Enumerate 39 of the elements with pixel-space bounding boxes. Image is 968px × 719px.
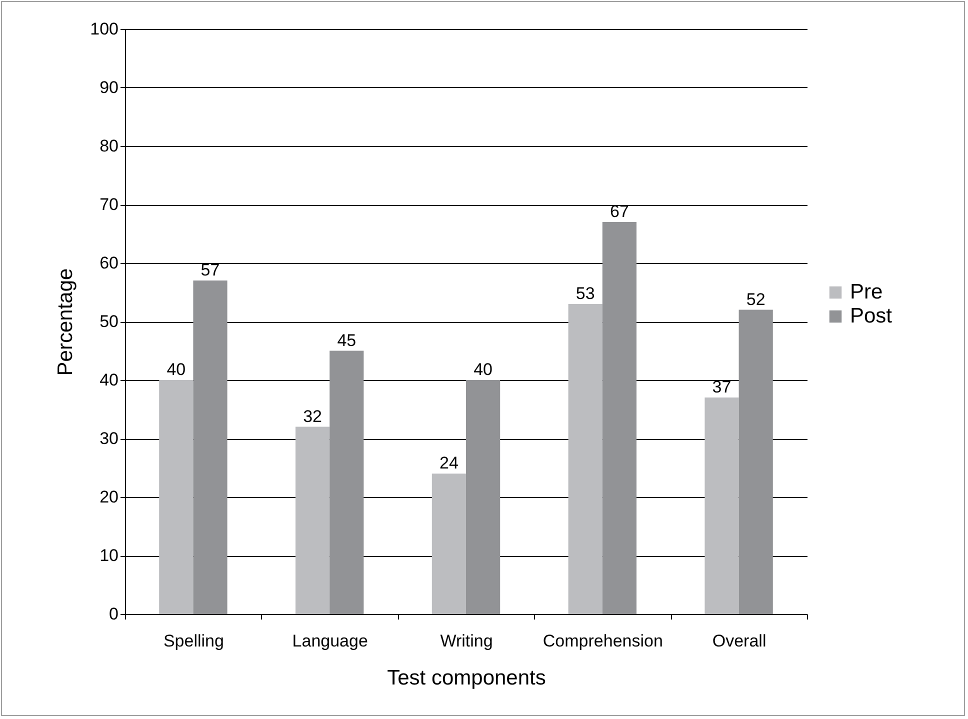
y-axis-title: Percentage xyxy=(54,268,78,376)
bar xyxy=(193,280,228,614)
y-tick-label: 60 xyxy=(100,254,118,272)
data-label: 24 xyxy=(439,454,458,473)
bar xyxy=(704,398,739,614)
x-tick-label: Language xyxy=(292,632,368,650)
data-label: 32 xyxy=(303,406,322,426)
bar xyxy=(159,380,194,614)
bar xyxy=(602,222,636,614)
bar xyxy=(432,474,466,614)
y-tick-label: 50 xyxy=(100,312,118,331)
bar xyxy=(296,426,330,614)
x-axis-title: Test components xyxy=(387,666,546,690)
data-label: 53 xyxy=(576,284,595,303)
data-label: 52 xyxy=(746,290,766,309)
bar xyxy=(738,310,773,614)
data-label: 37 xyxy=(712,378,732,397)
y-tick-label: 0 xyxy=(109,604,118,624)
bar xyxy=(466,380,500,614)
data-label: 40 xyxy=(166,360,186,379)
y-tick-label: 30 xyxy=(100,429,118,448)
data-label: 57 xyxy=(200,260,220,280)
y-tick-label: 20 xyxy=(100,488,118,506)
x-tick-label: Writing xyxy=(440,632,493,650)
data-label: 40 xyxy=(474,360,493,379)
y-tick-label: 100 xyxy=(90,20,118,38)
bar xyxy=(330,350,364,614)
data-label: 45 xyxy=(337,330,356,350)
x-tick-label: Overall xyxy=(712,632,766,650)
y-tick-label: 40 xyxy=(100,370,118,390)
y-tick-label: 90 xyxy=(100,78,118,97)
bar xyxy=(568,304,602,614)
y-tick-label: 10 xyxy=(100,546,118,565)
x-tick-label: Spelling xyxy=(163,632,224,650)
legend-label: Post xyxy=(850,304,892,328)
legend-label: Pre xyxy=(850,280,883,304)
y-tick-label: 70 xyxy=(100,195,118,214)
x-tick-label: Comprehension xyxy=(542,632,663,650)
y-tick-label: 80 xyxy=(100,136,118,156)
